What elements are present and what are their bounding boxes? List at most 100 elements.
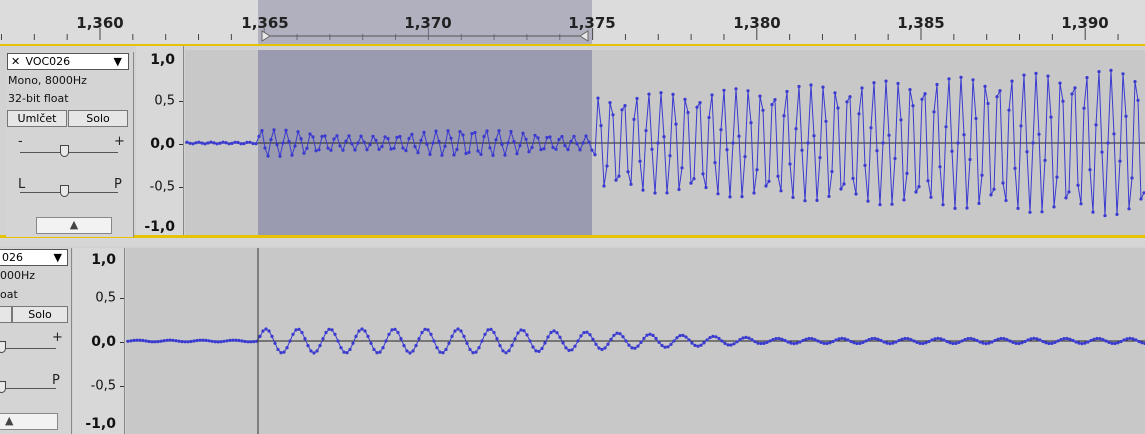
sample-point [836,106,840,110]
sample-point [605,164,609,168]
sample-point [981,341,985,345]
sample-point [645,333,649,337]
collapse-track-button[interactable]: ▲ [36,217,112,234]
chevron-down-icon[interactable]: ▼ [113,55,122,68]
sample-point [1089,338,1093,343]
sample-point [746,89,750,93]
sample-point [894,340,898,344]
pan-slider-thumb-2[interactable] [0,381,6,393]
sample-point [531,345,535,349]
sample-point [713,161,717,165]
gain-slider-track[interactable] [20,152,118,153]
audio-track-2[interactable]: 026 ▼ 000Hz oat Solo + P ▲ 1,0 0,5 0,0 -… [0,246,1145,434]
sample-point [623,104,627,108]
waveform-track-2[interactable] [0,246,1145,434]
sample-point [1061,99,1065,103]
sample-point [1136,98,1140,102]
sample-point [231,338,235,342]
collapse-track-button-2[interactable]: ▲ [0,413,58,430]
pan-slider-track-2[interactable] [0,388,56,389]
gain-slider-thumb[interactable] [60,145,69,157]
audio-track-1[interactable]: ✕ VOC026 ▼ Mono, 8000Hz 32-bit float Uml… [0,44,1145,238]
sample-point [930,338,934,342]
sample-point [377,147,381,151]
gain-slider-thumb-2[interactable] [0,341,6,353]
sample-point [1049,115,1053,119]
sample-point [1056,339,1060,343]
sample-point [765,340,769,344]
sample-point [537,349,541,353]
sample-point [423,327,427,331]
sample-point [848,95,852,99]
sample-point [461,133,465,137]
sample-point [768,339,772,343]
sample-point [872,81,876,85]
sample-point [1041,339,1045,344]
sample-point [510,343,514,347]
sample-point [657,340,661,344]
sample-point [533,133,537,137]
sample-point [816,339,820,343]
sample-point [731,141,735,145]
mute-button-2[interactable] [0,306,12,323]
sample-point [566,148,570,152]
sample-point [474,350,478,354]
sample-point [386,137,390,141]
sample-point [359,134,363,138]
gain-slider-track-2[interactable] [0,348,56,349]
sample-point [561,341,565,345]
sample-point [192,339,196,343]
sample-point [755,168,759,172]
sample-point [564,346,568,350]
solo-button-2[interactable]: Solo [12,306,68,323]
sample-point [1050,341,1054,345]
sample-point [314,149,318,153]
sample-point [1085,76,1089,80]
sample-point [831,339,835,344]
sample-point [303,337,307,341]
sample-point [738,338,742,342]
sample-point [222,339,226,343]
sample-point [804,337,808,341]
sample-point [873,336,877,341]
sample-point [407,136,411,141]
chevron-down-icon[interactable]: ▼ [53,251,62,264]
sample-point [203,142,207,146]
waveform-track-1[interactable] [0,46,1145,235]
sample-point [909,338,913,342]
sample-point [126,339,130,343]
sample-point [896,81,900,86]
sample-point [959,75,963,79]
sample-point [902,198,906,202]
mute-button[interactable]: Umlčet [7,110,67,127]
close-icon[interactable]: ✕ [11,55,21,68]
sample-point [296,130,300,134]
sample-point [698,101,702,105]
sample-point [194,141,198,145]
sample-point [1023,339,1027,344]
sample-point [1074,340,1078,344]
pan-slider-thumb[interactable] [60,185,69,197]
sample-point [1004,198,1008,203]
sample-point [614,178,618,182]
sample-point [321,337,325,341]
sample-point [936,336,940,340]
track-format: Mono, 8000Hz [8,74,87,87]
sample-point [422,130,426,134]
ruler-label-1385: 1,385 [897,14,945,32]
sample-point [519,328,523,332]
sample-point [636,344,640,348]
solo-button[interactable]: Solo [68,110,128,127]
sample-point [1011,340,1015,344]
track-name-menu[interactable]: ✕ VOC026 ▼ [7,53,129,70]
sample-point [201,338,205,342]
pan-slider-track[interactable] [20,192,118,193]
timeline-ruler[interactable]: 1,360 1,365 1,370 1,375 1,380 1,385 1,39… [0,0,1145,44]
sample-point [714,335,718,339]
sample-point [398,134,402,139]
sample-point [353,148,357,152]
sample-point [138,338,142,342]
track-name-menu-2[interactable]: 026 ▼ [0,249,68,266]
sample-point [1031,141,1035,145]
amp-tick [179,187,183,188]
